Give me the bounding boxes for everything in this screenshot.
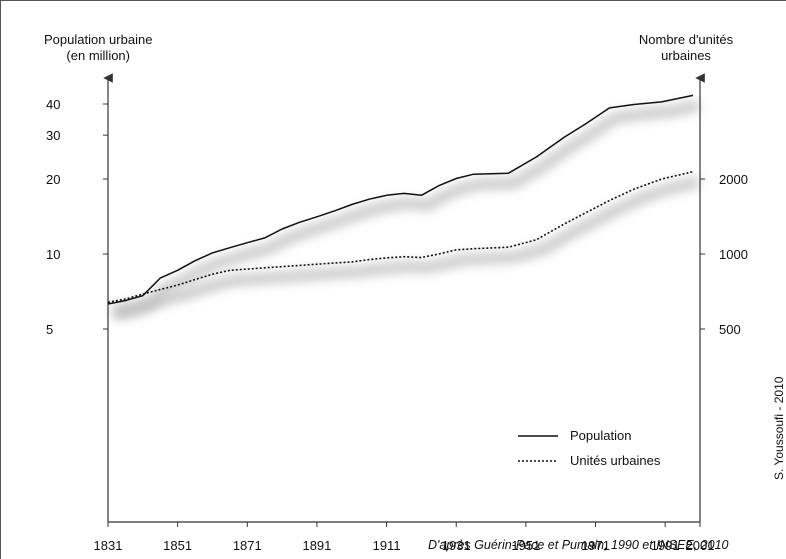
y-left-tick-label: 20: [46, 172, 60, 187]
series-shadow: [112, 99, 701, 320]
x-tick-label: 1931: [442, 538, 471, 553]
y-left-tick-label: 30: [46, 128, 60, 143]
y-axis-right-title-line1: Nombre d'unités: [638, 32, 734, 47]
y-axis-left-title: Population urbaine (en million): [44, 32, 152, 64]
x-tick-label: 1851: [163, 538, 192, 553]
credit-text: S. Youssoufi - 2010: [772, 376, 786, 480]
x-tick-label: 1831: [94, 538, 123, 553]
y-right-tick-label: 1000: [719, 247, 748, 262]
series-line-population: [107, 94, 694, 305]
x-tick-label: 1871: [233, 538, 262, 553]
series-line-unites-urbaines: [107, 170, 694, 304]
y-left-tick-label: 5: [46, 322, 53, 337]
y-right-tick-label: 500: [719, 322, 741, 337]
legend-label-unites-urbaines: Unités urbaines: [570, 453, 661, 468]
x-tick-label: 1891: [302, 538, 331, 553]
source-note: D'après Guérin-Pace et Pumain, 1990 et I…: [428, 538, 729, 552]
y-left-tick-label: 10: [46, 247, 60, 262]
legend-label-population: Population: [570, 428, 631, 443]
x-tick-label: 2001: [686, 538, 715, 553]
y-axis-left-title-line1: Population urbaine: [44, 32, 153, 47]
y-left-tick-label: 40: [46, 97, 60, 112]
x-tick-label: 1951: [511, 538, 540, 553]
x-tick-label: 1991: [651, 538, 680, 553]
series-shadow: [112, 175, 701, 319]
y-right-tick-label: 2000: [719, 172, 748, 187]
y-axis-left-title-line2: (en million): [66, 48, 130, 63]
y-axis-right-title-line2: urbaines: [661, 48, 711, 63]
x-tick-label: 1971: [581, 538, 610, 553]
y-axis-right-title: Nombre d'unités urbaines: [636, 32, 736, 64]
x-tick-label: 1911: [373, 538, 401, 553]
